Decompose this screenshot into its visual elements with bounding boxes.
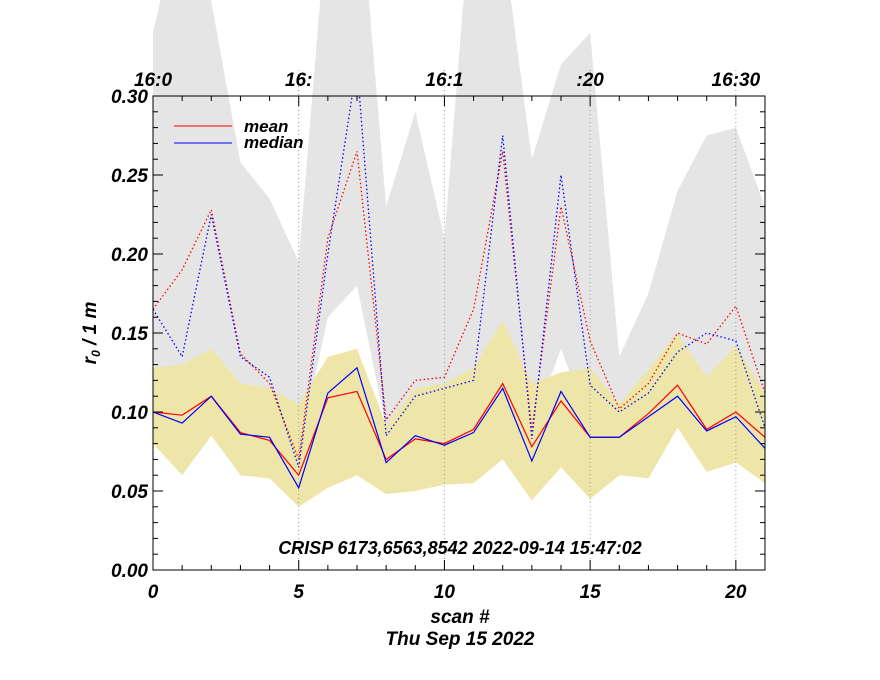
series-layer (153, 96, 765, 490)
yellow-band (153, 320, 765, 507)
top-axis-label-1: 16: (285, 70, 312, 91)
bands-layer (153, 0, 765, 507)
y-axis-label-subscript: 0 (89, 350, 103, 357)
y-tick-labels: 0.00 0.05 0.10 0.15 0.20 0.25 0.30 (111, 87, 148, 582)
top-axis-label-3: :20 (576, 70, 604, 91)
x-tick-label-0: 0 (148, 582, 159, 603)
x-tick-label-5: 5 (293, 582, 304, 603)
y-tick-label-6: 0.30 (111, 87, 148, 108)
top-axis-labels: 16:0 16: 16:1 :20 16:30 (134, 70, 761, 91)
top-axis-label-2: 16:1 (425, 70, 463, 91)
legend-median-label: median (244, 133, 304, 152)
top-axis-label-0: 16:0 (134, 70, 172, 91)
date-label: Thu Sep 15 2022 (386, 629, 535, 650)
y-tick-label-5: 0.25 (111, 166, 148, 187)
y-tick-label-1: 0.05 (111, 482, 148, 503)
axis-ticks (152, 95, 766, 571)
x-tick-label-10: 10 (434, 582, 456, 603)
x-tick-label-20: 20 (724, 582, 747, 603)
y-tick-label-3: 0.15 (111, 324, 148, 345)
y-tick-label-0: 0.00 (111, 561, 148, 582)
x-tick-label-15: 15 (580, 582, 602, 603)
series-line-mean (153, 382, 765, 477)
x-axis-label: scan # (430, 607, 490, 628)
chart-annotation: CRISP 6173,6563,8542 2022-09-14 15:47:02 (278, 538, 642, 558)
y-tick-label-2: 0.10 (111, 403, 148, 424)
y-tick-label-4: 0.20 (111, 245, 148, 266)
grey-band (153, 0, 765, 452)
legend-mean-label: mean (244, 117, 288, 136)
y-axis-label-rest: / 1 m (80, 302, 101, 351)
top-axis-label-4: 16:30 (712, 70, 761, 91)
series-line-median (153, 366, 765, 490)
x-tick-labels: 0 5 10 15 20 (148, 582, 747, 603)
y-axis-label: r0 / 1 m (80, 302, 103, 365)
legend: mean median (174, 117, 304, 152)
y-axis-label-main: r (80, 355, 101, 364)
